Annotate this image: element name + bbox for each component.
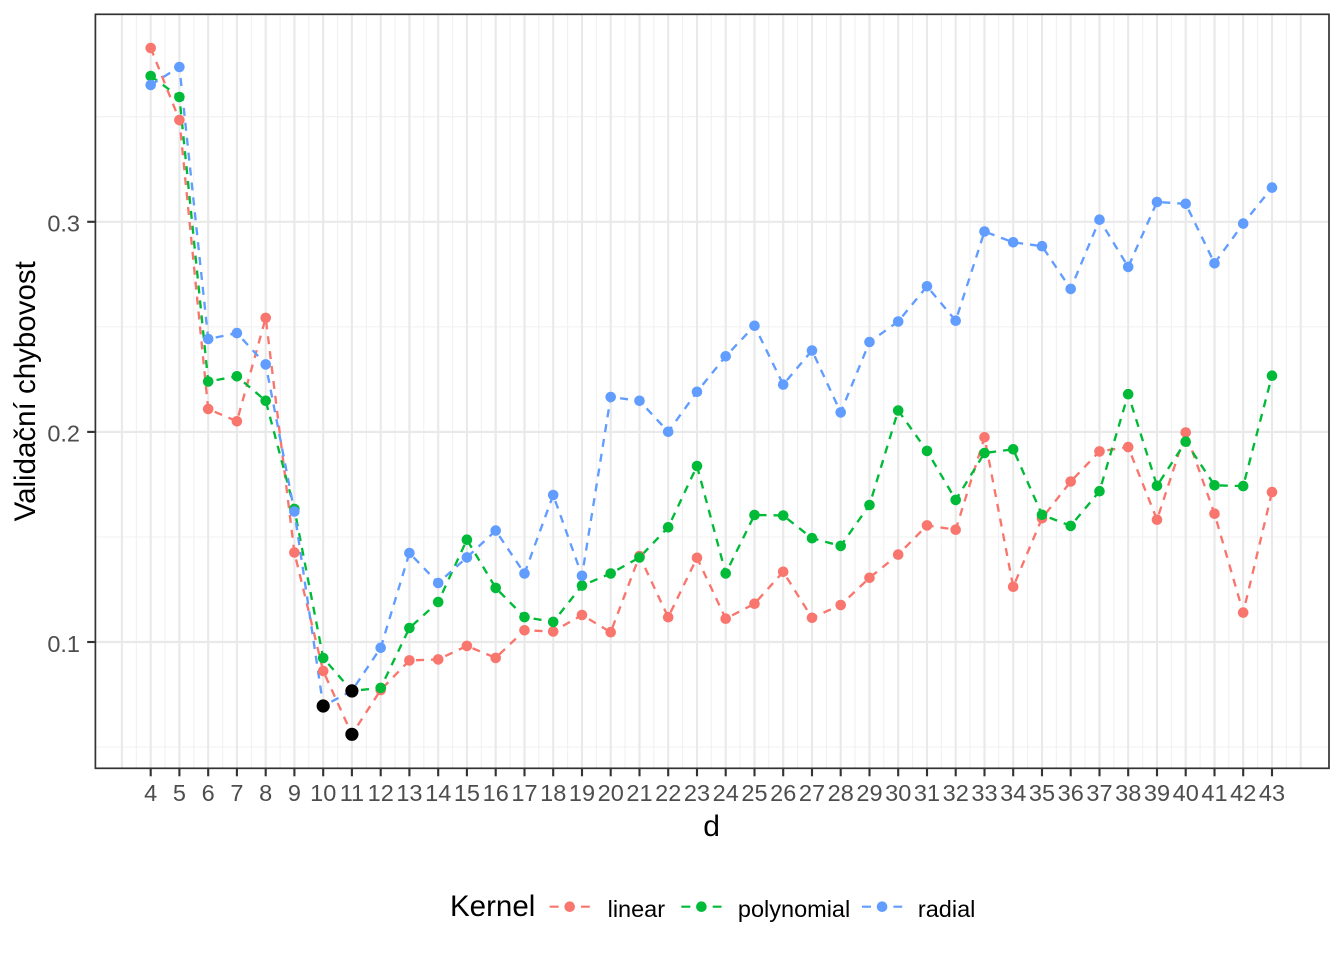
svg-text:radial: radial xyxy=(918,896,975,922)
svg-text:8: 8 xyxy=(259,780,272,806)
svg-text:10: 10 xyxy=(310,780,336,806)
svg-text:Kernel: Kernel xyxy=(450,890,535,923)
svg-text:9: 9 xyxy=(288,780,301,806)
svg-text:Validační chybovost: Validační chybovost xyxy=(9,261,42,521)
svg-text:37: 37 xyxy=(1086,780,1112,806)
svg-text:39: 39 xyxy=(1144,780,1170,806)
svg-text:20: 20 xyxy=(598,780,624,806)
svg-text:4: 4 xyxy=(144,780,157,806)
svg-text:30: 30 xyxy=(885,780,911,806)
svg-text:32: 32 xyxy=(943,780,969,806)
svg-text:29: 29 xyxy=(856,780,882,806)
svg-text:41: 41 xyxy=(1201,780,1227,806)
svg-text:42: 42 xyxy=(1230,780,1256,806)
svg-text:0.1: 0.1 xyxy=(47,631,80,657)
svg-text:15: 15 xyxy=(454,780,480,806)
svg-text:28: 28 xyxy=(828,780,854,806)
svg-text:40: 40 xyxy=(1173,780,1199,806)
svg-text:11: 11 xyxy=(340,780,364,806)
svg-text:12: 12 xyxy=(368,780,394,806)
svg-text:14: 14 xyxy=(425,780,451,806)
svg-text:5: 5 xyxy=(173,780,186,806)
svg-text:16: 16 xyxy=(483,780,509,806)
svg-text:24: 24 xyxy=(713,780,739,806)
svg-text:23: 23 xyxy=(684,780,710,806)
svg-text:33: 33 xyxy=(971,780,997,806)
svg-text:17: 17 xyxy=(511,780,537,806)
svg-text:0.2: 0.2 xyxy=(47,421,80,447)
svg-text:38: 38 xyxy=(1115,780,1141,806)
svg-text:13: 13 xyxy=(396,780,422,806)
svg-text:35: 35 xyxy=(1029,780,1055,806)
svg-text:27: 27 xyxy=(799,780,825,806)
svg-text:polynomial: polynomial xyxy=(738,896,850,922)
svg-text:25: 25 xyxy=(741,780,767,806)
svg-text:6: 6 xyxy=(202,780,215,806)
svg-text:22: 22 xyxy=(655,780,681,806)
svg-text:d: d xyxy=(703,810,720,843)
svg-text:0.3: 0.3 xyxy=(47,211,80,237)
svg-text:31: 31 xyxy=(914,780,940,806)
svg-text:34: 34 xyxy=(1000,780,1026,806)
svg-text:43: 43 xyxy=(1259,780,1285,806)
svg-text:26: 26 xyxy=(770,780,796,806)
svg-text:18: 18 xyxy=(540,780,566,806)
svg-text:19: 19 xyxy=(569,780,595,806)
svg-text:21: 21 xyxy=(626,780,652,806)
svg-text:linear: linear xyxy=(608,896,666,922)
svg-text:7: 7 xyxy=(230,780,243,806)
svg-text:36: 36 xyxy=(1058,780,1084,806)
